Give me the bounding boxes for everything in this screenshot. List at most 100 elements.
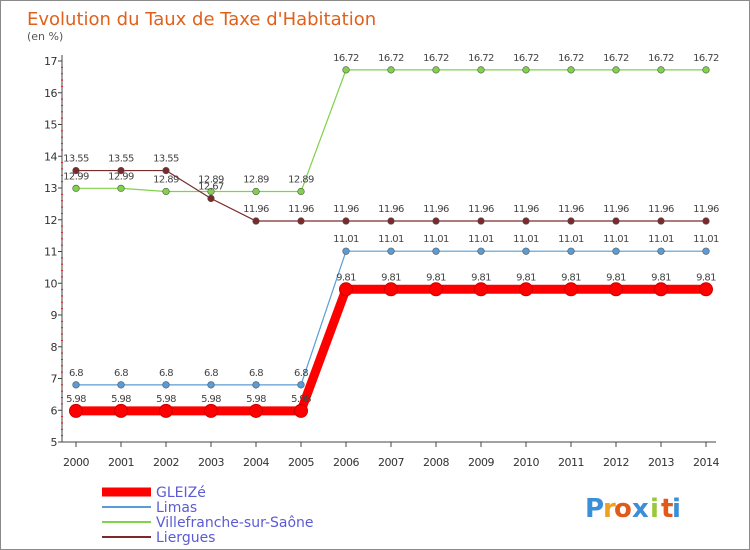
data-label-villefranche-sur-saone: 12.89 [153,174,179,185]
data-label-villefranche-sur-saone: 12.89 [288,174,314,185]
y-tick-label: 13 [44,182,57,195]
x-tick-label: 2003 [198,456,224,469]
data-labels-layer: 12.99 12.99 12.89 12.89 12.89 12.89 16.72 16.72… [63,53,719,405]
x-tick-label: 2014 [693,456,719,469]
x-tick-label: 2010 [513,456,539,469]
data-point-limas [432,247,440,255]
series-liergues [72,166,710,225]
data-point-gleize [384,282,398,297]
logo-letter: t [661,494,673,524]
data-label-limas: 6.8 [294,368,308,379]
data-point-villefranche-sur-saone [477,66,485,74]
y-tick-label: 10 [44,277,57,290]
data-point-liergues [477,217,485,225]
data-point-liergues [432,217,440,225]
logo-letter: o [614,494,632,524]
data-point-limas [702,247,710,255]
data-point-villefranche-sur-saone [657,66,665,74]
data-label-gleize: 5.98 [66,394,86,405]
data-point-gleize [699,282,713,297]
data-label-liergues: 12.67 [198,181,224,192]
y-tick-label: 7 [51,373,58,386]
data-label-gleize: 9.81 [516,272,536,283]
data-label-limas: 11.01 [378,234,404,245]
data-label-limas: 11.01 [558,234,584,245]
axes: 5 6 7 8 9 10 11 12 13 14 15 16 17 2000 2001 2002 2003 200… [44,55,720,469]
data-point-limas [522,247,530,255]
data-point-villefranche-sur-saone [252,187,260,196]
data-point-liergues [567,217,575,225]
data-label-liergues: 13.55 [108,154,134,165]
logo-letter: i [672,494,681,524]
y-tick-label: 8 [51,341,58,354]
data-point-gleize [474,282,488,297]
data-point-gleize [69,403,83,418]
proxiti-logo: Pro x i ti [585,494,681,524]
series-gleize [69,282,713,418]
data-point-gleize [564,282,578,297]
data-point-limas [207,381,215,389]
data-label-liergues: 13.55 [63,154,89,165]
data-label-liergues: 11.96 [603,204,629,215]
data-label-gleize: 9.81 [381,272,401,283]
data-label-limas: 6.8 [69,368,83,379]
data-label-gleize: 9.81 [651,272,671,283]
data-point-villefranche-sur-saone [522,66,530,74]
y-tick-label: 11 [44,246,57,259]
data-point-liergues [72,166,80,175]
data-point-liergues [702,217,710,225]
data-point-liergues [117,166,125,175]
data-label-gleize: 9.81 [426,272,446,283]
series-villefranche-sur-saone [72,66,710,196]
data-point-gleize [519,282,533,297]
data-point-liergues [297,217,305,225]
x-tick-label: 2004 [243,456,269,469]
chart-title: Evolution du Taux de Taxe d'Habitation [27,9,376,30]
data-label-villefranche-sur-saone: 16.72 [603,53,629,64]
data-label-limas: 11.01 [648,234,674,245]
data-point-limas [117,381,125,389]
data-point-limas [387,247,395,255]
data-point-villefranche-sur-saone [567,66,575,74]
data-point-gleize [204,403,218,418]
data-point-gleize [249,403,263,418]
data-label-villefranche-sur-saone: 12.99 [63,171,89,182]
data-label-gleize: 5.98 [246,394,266,405]
series-limas [72,247,710,389]
data-point-villefranche-sur-saone [432,66,440,74]
data-label-liergues: 11.96 [378,204,404,215]
x-tick-label: 2000 [63,456,89,469]
data-point-limas [162,381,170,389]
logo-letter: i [650,494,659,524]
data-label-gleize: 9.81 [561,272,581,283]
x-tick-label: 2011 [558,456,584,469]
legend-label-gleize: GLEIZé [156,485,206,501]
data-label-gleize: 5.98 [201,394,221,405]
data-point-villefranche-sur-saone [702,66,710,74]
logo-letter: P [585,494,604,524]
data-label-limas: 6.8 [114,368,128,379]
data-label-liergues: 11.96 [243,204,269,215]
data-point-limas [657,247,665,255]
data-point-limas [342,247,350,255]
data-point-gleize [339,282,353,297]
x-tick-label: 2005 [288,456,314,469]
y-tick-label: 17 [44,55,57,68]
x-tick-label: 2002 [153,456,179,469]
y-tick-label: 14 [44,150,57,163]
logo-letter: x [632,494,649,524]
y-tick-label: 12 [44,214,57,227]
data-label-villefranche-sur-saone: 12.89 [198,174,224,185]
data-point-villefranche-sur-saone [297,187,305,196]
y-tick-label: 6 [51,404,58,417]
data-label-liergues: 11.96 [468,204,494,215]
data-label-gleize: 9.81 [696,272,716,283]
data-label-villefranche-sur-saone: 16.72 [333,53,359,64]
series-layer [69,66,713,418]
x-tick-label: 2009 [468,456,494,469]
data-point-liergues [207,194,215,203]
data-point-villefranche-sur-saone [342,66,350,74]
data-point-liergues [522,217,530,225]
data-label-limas: 6.8 [249,368,263,379]
